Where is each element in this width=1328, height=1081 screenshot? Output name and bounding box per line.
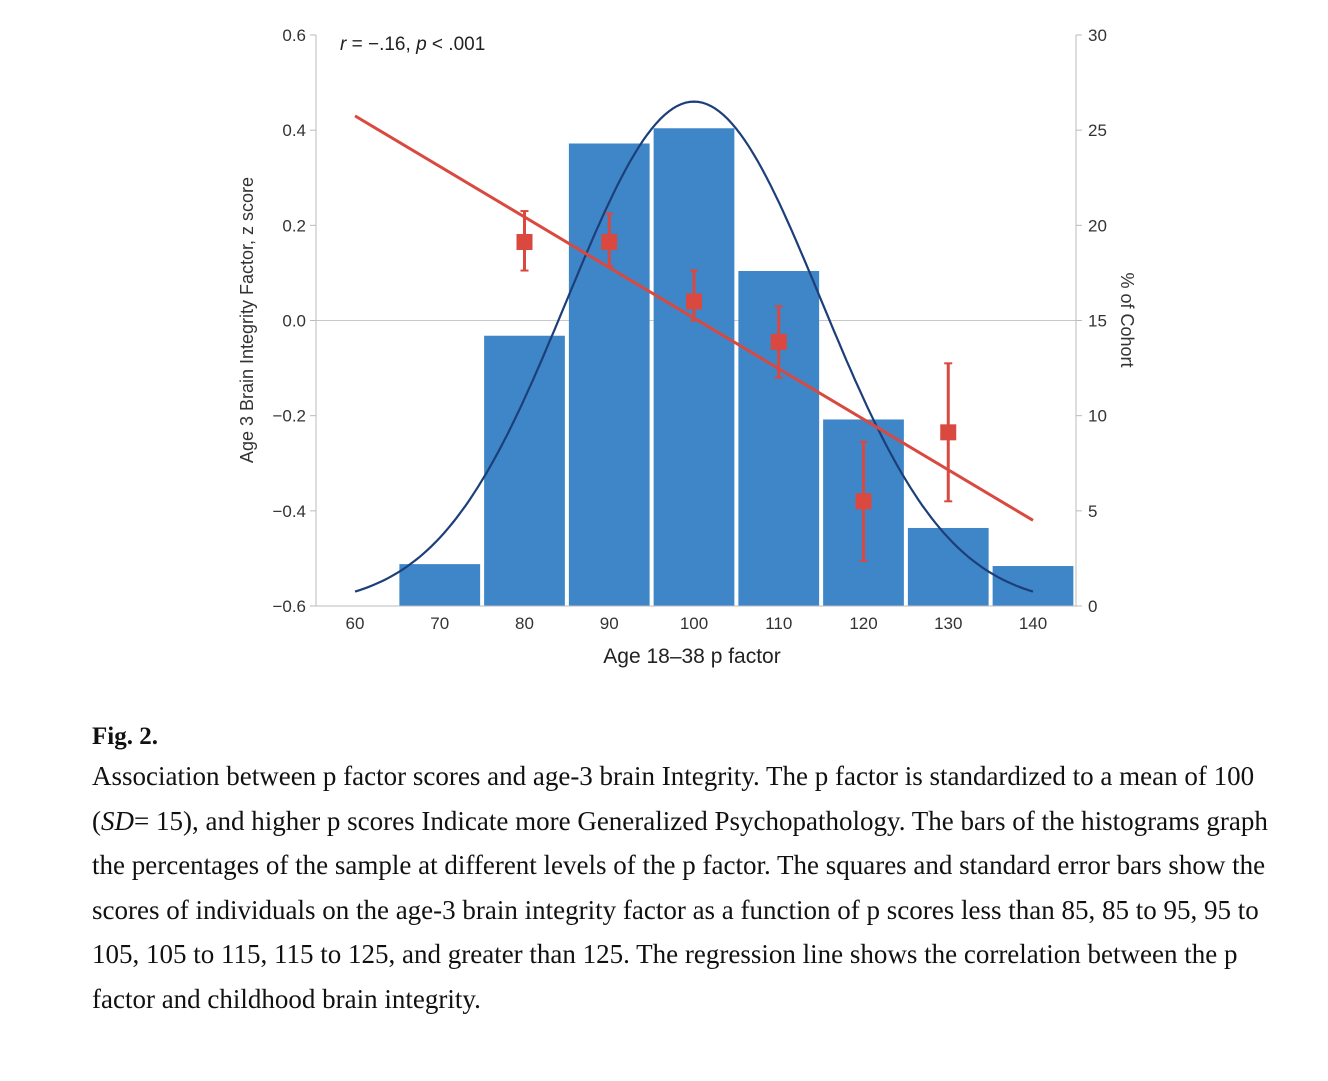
- x-tick-label: 140: [1019, 614, 1047, 633]
- mean-square: [686, 293, 702, 310]
- y-right-tick-label: 30: [1088, 26, 1107, 45]
- x-tick-label: 80: [515, 614, 534, 633]
- mean-square: [601, 233, 618, 250]
- y-left-tick-label: −0.4: [272, 502, 306, 521]
- histogram-bars: [399, 128, 1074, 607]
- sd-symbol: SD: [101, 805, 134, 836]
- normal-curve: [354, 100, 1034, 593]
- histogram-bar: [399, 564, 481, 606]
- mean-square: [770, 333, 787, 350]
- y-left-tick-label: 0.4: [282, 121, 306, 140]
- caption-text: Association between p factor scores and …: [92, 761, 1268, 1014]
- x-tick-label: 110: [765, 614, 792, 633]
- axes-layer: [310, 34, 1082, 607]
- mean-square: [940, 424, 957, 441]
- x-tick-label: 60: [346, 614, 365, 633]
- group-mean-point: [686, 269, 702, 322]
- chart: −0.6 −0.4 −0.2 0.0 0.2 0.4 0.6 0 5 10 15 20 25 30 60 70…: [237, 26, 1137, 668]
- figure-label: Fig. 2.: [92, 723, 158, 750]
- histogram-bar: [484, 335, 565, 606]
- y-left-tick-label: 0.2: [282, 216, 306, 235]
- correlation-annotation: r = −.16, p < .001: [340, 34, 485, 55]
- y-left-tick-label: 0.6: [282, 26, 306, 45]
- y-left-tick-label: 0.0: [282, 312, 306, 331]
- y-left-tick-label: −0.6: [272, 597, 306, 616]
- y-axis-left-title: Age 3 Brain Integrity Factor, z score: [237, 177, 257, 463]
- group-mean-point: [855, 440, 872, 562]
- y-right-tick-label: 0: [1088, 597, 1097, 616]
- tick-labels-layer: −0.6 −0.4 −0.2 0.0 0.2 0.4 0.6 0 5 10 15 20 25 30 60 70…: [272, 26, 1106, 633]
- y-right-tick-label: 10: [1088, 407, 1107, 426]
- figure-caption: Fig. 2. Association between p factor sco…: [92, 720, 1302, 1021]
- histogram-bar: [907, 527, 989, 606]
- y-right-tick-label: 25: [1088, 121, 1107, 140]
- histogram-bar: [992, 566, 1074, 606]
- group-mean-point: [601, 212, 618, 267]
- group-mean-point: [770, 305, 787, 379]
- histogram-bar: [653, 128, 735, 606]
- normal-curve-layer: [354, 100, 1034, 593]
- y-axis-right-title: % of Cohort: [1117, 272, 1137, 367]
- x-tick-label: 90: [600, 614, 619, 633]
- y-right-tick-label: 20: [1088, 216, 1107, 235]
- mean-square: [516, 233, 533, 250]
- y-right-tick-label: 15: [1088, 312, 1107, 331]
- x-axis-title: Age 18–38 p factor: [603, 645, 780, 668]
- group-means-layer: [516, 210, 957, 562]
- group-mean-point: [940, 362, 957, 503]
- x-tick-label: 70: [430, 614, 449, 633]
- x-tick-label: 130: [934, 614, 962, 633]
- x-tick-label: 100: [680, 614, 708, 633]
- y-left-tick-label: −0.2: [272, 407, 306, 426]
- mean-square: [855, 493, 872, 510]
- y-right-tick-label: 5: [1088, 502, 1097, 521]
- group-mean-point: [516, 210, 533, 272]
- x-tick-label: 120: [849, 614, 877, 633]
